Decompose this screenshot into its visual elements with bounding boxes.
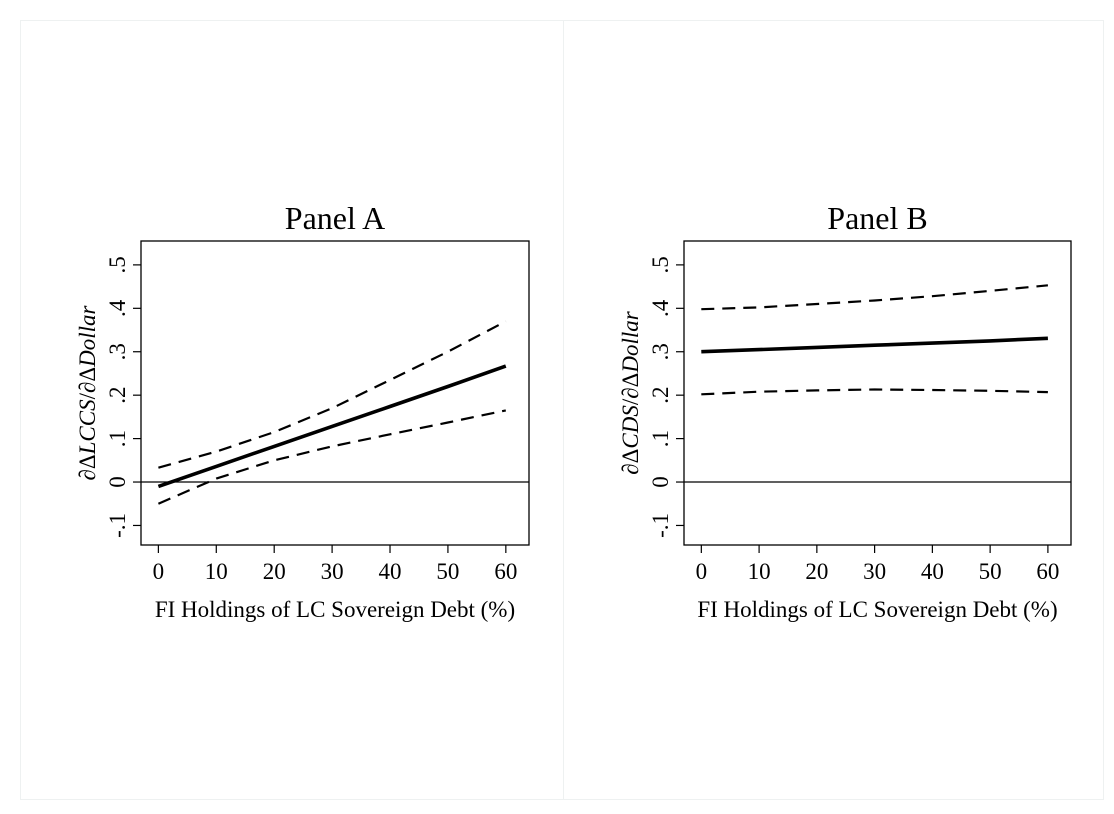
panel-b-chart: Panel B 0 10 20 30 40 50 60 -.1 0 .1 .2 .3 .4 .5 FI Hol…: [618, 200, 1072, 622]
panel-b-x-tick-label: 30: [863, 559, 886, 584]
panel-b-y-axis-label: ∂ΔCDS/∂ΔDollar: [618, 310, 643, 475]
figure-frame: [20, 20, 1104, 800]
panel-a-y-tick-label: .2: [105, 387, 130, 404]
panel-b-y-tick-label: .4: [648, 299, 673, 317]
panel-a-y-tick-label: .5: [105, 256, 130, 273]
panel-a-plot-frame: [140, 240, 530, 546]
panel-a-y-axis-label: ∂ΔLCCS/∂ΔDollar: [75, 304, 100, 480]
panel-a-x-tick-label: 40: [379, 559, 402, 584]
panel-b-y-axis-label-part: ∂Δ: [618, 449, 643, 475]
panel-a-x-tick-label: 20: [263, 559, 286, 584]
panel-b-plot-frame: [683, 240, 1072, 546]
panel-a-x-tick-label: 30: [321, 559, 344, 584]
panel-b-upper-ci-line: [701, 284, 1049, 311]
panel-a-y-tick-label: -.1: [105, 513, 130, 538]
panel-b-x-tick-label: 60: [1036, 559, 1059, 584]
panel-a-y-tick-label: .3: [105, 343, 130, 360]
panel-b-x-axis-label: FI Holdings of LC Sovereign Debt (%): [697, 597, 1057, 622]
panel-a-x-tick-label: 60: [494, 559, 517, 584]
panel-a-y-axis-label-part: Dollar: [75, 304, 100, 367]
panel-b-lower-ci-line: [701, 388, 1048, 396]
panel-b-y-axis-label-part: Dollar: [618, 310, 643, 373]
panel-b-x-tick-label: 0: [696, 559, 708, 584]
panel-divider: [563, 20, 564, 800]
panel-b-x-tick-label: 50: [979, 559, 1002, 584]
panel-b-y-tick-label: 0: [648, 476, 673, 488]
panel-a-estimate-line: [157, 364, 507, 489]
panel-b-title: Panel B: [827, 200, 927, 236]
panel-a-upper-ci-line: [158, 320, 507, 469]
panel-b-y-axis-label-part: /∂Δ: [618, 373, 643, 406]
panel-a-y-axis-label-part: /∂Δ: [75, 367, 100, 400]
panel-a-y-axis-label-part: LCCS: [75, 399, 100, 455]
panel-a-y-axis-label-part: ∂Δ: [75, 454, 100, 480]
panel-b-y-axis-label-part: CDS: [618, 405, 643, 449]
panel-a-lower-ci-line: [157, 409, 507, 505]
panel-a-title: Panel A: [285, 200, 385, 236]
panel-b-y-tick-label: -.1: [648, 513, 673, 538]
panel-b-x-tick-label: 10: [748, 559, 771, 584]
panel-b-estimate-line: [701, 336, 1048, 354]
panel-b-y-tick-label: .2: [648, 387, 673, 404]
panel-a-x-tick-label: 10: [205, 559, 228, 584]
panel-b-x-tick-label: 40: [921, 559, 944, 584]
panel-a-y-tick-label: 0: [105, 476, 130, 488]
panel-b-y-tick-label: .1: [648, 430, 673, 447]
panel-a-x-tick-label: 50: [436, 559, 459, 584]
panel-b-y-tick-label: .3: [648, 343, 673, 360]
panel-a-y-tick-label: .4: [105, 299, 130, 317]
panel-a-x-tick-label: 0: [153, 559, 165, 584]
panel-a-chart: Panel A 0 10 20 30 40 50 60 -.1 0 .1 .2 .3 .4 .5 FI Hol…: [75, 200, 530, 622]
panel-b-y-tick-label: .5: [648, 256, 673, 273]
panel-b-x-tick-label: 20: [805, 559, 828, 584]
panel-a-x-axis-label: FI Holdings of LC Sovereign Debt (%): [155, 597, 515, 622]
panel-a-y-tick-label: .1: [105, 430, 130, 447]
